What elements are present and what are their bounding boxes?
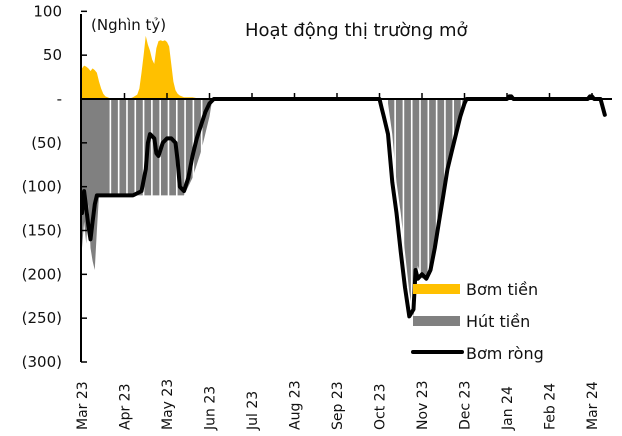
y-tick-label: (200): [22, 265, 62, 283]
x-tick-label: May 23: [160, 379, 176, 430]
x-tick-label: Dec 23: [458, 381, 474, 430]
y-tick-label: 50: [43, 46, 62, 64]
x-tick-label: Mar 23: [75, 381, 91, 430]
plot-area: [80, 35, 612, 319]
hut-tien-area: [388, 99, 467, 317]
y-tick-label: -: [57, 90, 62, 108]
legend-item-hut-tien: Hút tiền: [413, 312, 530, 331]
bom-tien-area: [82, 35, 214, 99]
y-axis-labels: 100 50 - (50) (100) (150) (200) (250) (300): [22, 2, 62, 371]
x-tick-label: Jun 23: [203, 386, 219, 431]
legend-swatch-gray: [413, 316, 460, 326]
hut-tien-area: [82, 99, 212, 270]
legend-item-bom-rong: Bơm ròng: [411, 344, 544, 363]
unit-label: (Nghìn tỷ): [91, 16, 166, 34]
x-tick-label: Oct 23: [373, 384, 389, 430]
x-axis-ticks: [123, 93, 593, 99]
y-tick-label: (150): [22, 222, 62, 240]
x-tick-label: Feb 24: [543, 383, 559, 430]
y-tick-label: 100: [33, 2, 62, 20]
legend-label: Bơm ròng: [466, 344, 544, 363]
chart-title: Hoạt động thị trường mở: [245, 20, 468, 41]
x-tick-label: Sep 23: [330, 381, 346, 430]
y-tick-label: (250): [22, 309, 62, 327]
legend-label: Hút tiền: [466, 312, 530, 331]
x-axis-labels: Mar 23 Apr 23 May 23 Jun 23 Jul 23 Aug 23 Sep …: [75, 379, 601, 431]
legend-swatch-yellow: [413, 284, 460, 294]
bom-tien-bars: [82, 35, 214, 99]
x-tick-label: Jul 23: [245, 391, 261, 431]
y-tick-label: (100): [22, 178, 62, 196]
y-tick-label: (300): [22, 353, 62, 371]
x-tick-label: Jan 24: [500, 386, 516, 431]
x-tick-label: Mar 24: [585, 381, 601, 430]
x-tick-label: Apr 23: [118, 384, 134, 430]
legend-label: Bơm tiền: [466, 280, 538, 299]
y-axis-ticks: [81, 10, 87, 363]
x-tick-label: Nov 23: [415, 380, 431, 430]
legend-item-bom-tien: Bơm tiền: [413, 280, 538, 299]
x-tick-label: Aug 23: [288, 380, 304, 430]
legend: Bơm tiền Hút tiền Bơm ròng: [411, 280, 544, 363]
y-tick-label: (50): [31, 134, 62, 152]
hut-tien-bars: [82, 99, 467, 317]
